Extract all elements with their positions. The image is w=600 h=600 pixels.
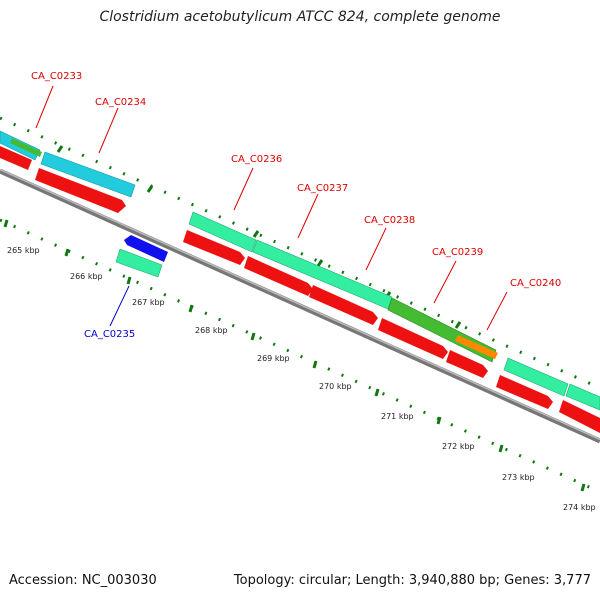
scale-major-ticks xyxy=(3,219,586,492)
tick-label-270: 270 kbp xyxy=(319,382,352,391)
tick-label-268: 268 kbp xyxy=(195,326,228,335)
gene-label-ca-c0240[interactable]: CA_C0240 xyxy=(510,278,561,289)
gene-label-ca-c0237[interactable]: CA_C0237 xyxy=(297,183,348,194)
tick-label-273: 273 kbp xyxy=(502,473,535,482)
orf-teal-0234[interactable] xyxy=(40,151,136,198)
cds-0237[interactable] xyxy=(244,256,313,296)
gene-label-ca-c0233[interactable]: CA_C0233 xyxy=(31,71,82,82)
gene-label-ca-c0236[interactable]: CA_C0236 xyxy=(231,154,282,165)
cds-0233[interactable] xyxy=(0,146,32,170)
cds-0239[interactable] xyxy=(446,350,488,378)
orf-blue-0235[interactable] xyxy=(124,235,168,262)
gene-label-ca-c0235[interactable]: CA_C0235 xyxy=(84,329,135,340)
label-leaders xyxy=(35,85,508,331)
cds-0240b[interactable] xyxy=(559,400,600,433)
orf-green-0233[interactable] xyxy=(10,138,42,157)
gene-label-ca-c0239[interactable]: CA_C0239 xyxy=(432,247,483,258)
accession-label: Accession: NC_003030 xyxy=(9,573,157,588)
tick-label-265: 265 kbp xyxy=(7,246,40,255)
cds-0234[interactable] xyxy=(35,168,126,213)
cds-0238a[interactable] xyxy=(309,285,378,325)
orf-mint-0240b[interactable] xyxy=(565,383,600,411)
tick-label-272: 272 kbp xyxy=(442,442,475,451)
gene-label-ca-c0234[interactable]: CA_C0234 xyxy=(95,97,146,108)
tick-label-266: 266 kbp xyxy=(70,272,103,281)
orf-mint-0236[interactable] xyxy=(188,211,257,253)
tick-label-267: 267 kbp xyxy=(132,298,165,307)
orf-orange-0239[interactable] xyxy=(455,335,498,359)
tick-label-269: 269 kbp xyxy=(257,354,290,363)
outer-major-ticks xyxy=(56,145,462,329)
tick-label-274: 274 kbp xyxy=(563,503,596,512)
tick-label-271: 271 kbp xyxy=(381,412,414,421)
gene-label-ca-c0238[interactable]: CA_C0238 xyxy=(364,215,415,226)
orf-mint-0240a[interactable] xyxy=(503,357,569,397)
label-leader-blue xyxy=(109,285,130,327)
cds-0240a[interactable] xyxy=(496,375,553,409)
cds-0236[interactable] xyxy=(183,230,245,265)
outer-tick-track xyxy=(0,116,600,390)
genome-backbone xyxy=(0,168,600,444)
features xyxy=(0,130,600,433)
orf-mint-0237[interactable] xyxy=(252,239,393,310)
genome-stats-label: Topology: circular; Length: 3,940,880 bp… xyxy=(233,573,591,588)
map-title: Clostridium acetobutylicum ATCC 824, com… xyxy=(99,9,501,25)
orf-mint-0235[interactable] xyxy=(115,248,163,278)
cds-0238b[interactable] xyxy=(378,318,448,359)
